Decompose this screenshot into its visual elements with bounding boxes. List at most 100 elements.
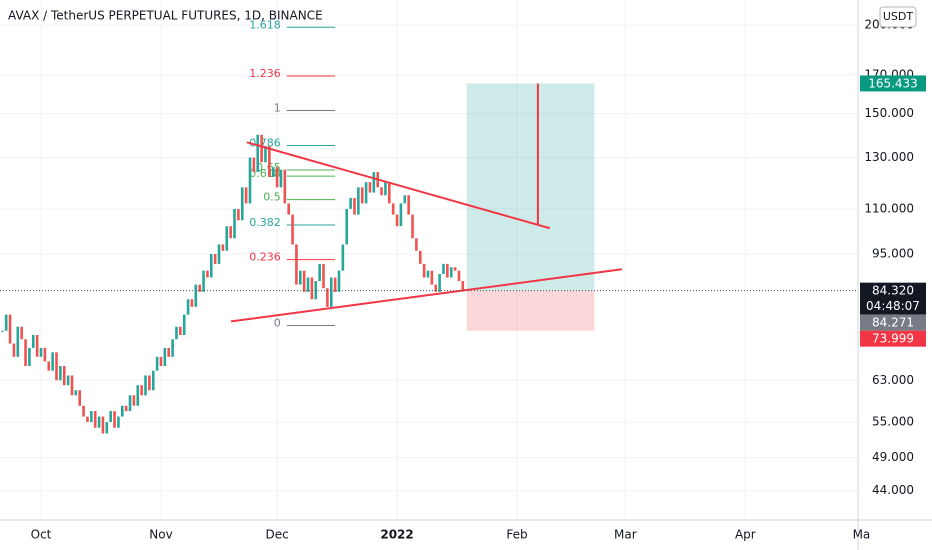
candle bbox=[302, 270, 306, 292]
candle bbox=[12, 343, 16, 357]
candle bbox=[140, 385, 143, 396]
candle bbox=[1, 330, 4, 332]
candle bbox=[407, 195, 410, 215]
fib-label: 1.236 bbox=[249, 67, 281, 80]
candle bbox=[314, 281, 318, 300]
candle bbox=[357, 187, 360, 215]
candle bbox=[333, 277, 337, 292]
x-tick-label: Nov bbox=[149, 528, 172, 542]
candle bbox=[186, 299, 190, 315]
candle bbox=[446, 263, 449, 278]
candle bbox=[434, 284, 438, 292]
candle bbox=[329, 277, 333, 307]
price-badge-label: 84.320 bbox=[872, 284, 914, 298]
candle bbox=[426, 270, 430, 278]
axes: 44.000 49.000 55.000 63.000 95.000 110.000 130… bbox=[31, 18, 926, 542]
candle bbox=[415, 238, 418, 251]
currency-label: USDT bbox=[883, 10, 914, 23]
candle bbox=[47, 361, 51, 371]
fib-label: 1 bbox=[274, 101, 281, 114]
candle bbox=[155, 356, 159, 371]
candle bbox=[194, 284, 198, 307]
candle bbox=[20, 326, 23, 340]
x-tick-label: Mar bbox=[614, 528, 637, 542]
candle bbox=[461, 281, 465, 291]
candle bbox=[345, 208, 349, 245]
candle bbox=[206, 270, 209, 278]
price-badge bbox=[860, 75, 926, 92]
candle bbox=[283, 169, 287, 204]
candle bbox=[62, 366, 66, 386]
candle bbox=[16, 326, 20, 357]
candle bbox=[86, 416, 89, 423]
candle bbox=[93, 411, 97, 428]
price-axis-panel bbox=[858, 0, 932, 550]
x-tick-label: Feb bbox=[506, 528, 527, 542]
candle bbox=[82, 405, 85, 417]
candle bbox=[31, 335, 35, 348]
candle bbox=[113, 411, 116, 428]
candle bbox=[59, 366, 62, 381]
candle bbox=[252, 157, 256, 173]
candle bbox=[399, 203, 403, 227]
candle bbox=[391, 203, 395, 215]
candle bbox=[310, 277, 314, 300]
y-tick-label: 110.000 bbox=[864, 201, 914, 215]
candle bbox=[341, 244, 345, 271]
price-badge-label: 73.999 bbox=[872, 332, 914, 346]
candle bbox=[217, 244, 221, 264]
candle bbox=[291, 214, 294, 245]
candle bbox=[151, 370, 155, 391]
candle bbox=[240, 187, 244, 221]
candle bbox=[438, 274, 441, 292]
fib-label: 0.5 bbox=[263, 191, 281, 204]
candle bbox=[453, 267, 457, 271]
candle bbox=[4, 314, 8, 331]
y-tick-label: 55.000 bbox=[872, 415, 914, 429]
price-badge bbox=[860, 282, 926, 315]
candle bbox=[411, 214, 414, 239]
candle bbox=[74, 390, 78, 396]
candle bbox=[124, 405, 128, 412]
candle bbox=[39, 347, 43, 357]
candle bbox=[97, 416, 101, 428]
candle bbox=[175, 326, 178, 340]
currency-badge[interactable] bbox=[879, 6, 917, 28]
candle bbox=[322, 263, 325, 289]
candle bbox=[248, 157, 252, 204]
candle bbox=[167, 347, 171, 357]
candle bbox=[287, 203, 290, 215]
candle bbox=[364, 182, 368, 204]
candle bbox=[368, 182, 372, 193]
time-axis-panel bbox=[0, 520, 932, 550]
stop-zone bbox=[466, 290, 595, 331]
fib-label: 0 bbox=[274, 316, 281, 329]
candle bbox=[198, 284, 201, 292]
candle bbox=[132, 395, 136, 406]
candle bbox=[109, 411, 112, 423]
target-zone bbox=[466, 83, 595, 291]
candle bbox=[295, 244, 298, 285]
candle bbox=[380, 187, 383, 196]
x-tick-label: Dec bbox=[265, 528, 288, 542]
candle bbox=[384, 182, 387, 196]
candle bbox=[430, 270, 434, 285]
candle bbox=[353, 197, 356, 215]
candle bbox=[237, 208, 240, 221]
candle bbox=[70, 375, 74, 396]
candle bbox=[190, 299, 194, 307]
price-badge-label: 165.433 bbox=[868, 76, 918, 90]
candle bbox=[28, 347, 31, 367]
candle bbox=[209, 254, 213, 278]
candle bbox=[8, 314, 12, 344]
candle bbox=[279, 169, 283, 188]
candle bbox=[171, 339, 174, 357]
candle bbox=[117, 416, 120, 428]
candle bbox=[403, 195, 407, 204]
candle bbox=[35, 335, 39, 357]
y-tick-label: 63.000 bbox=[872, 373, 914, 387]
candle bbox=[43, 347, 47, 362]
candle bbox=[159, 356, 163, 367]
